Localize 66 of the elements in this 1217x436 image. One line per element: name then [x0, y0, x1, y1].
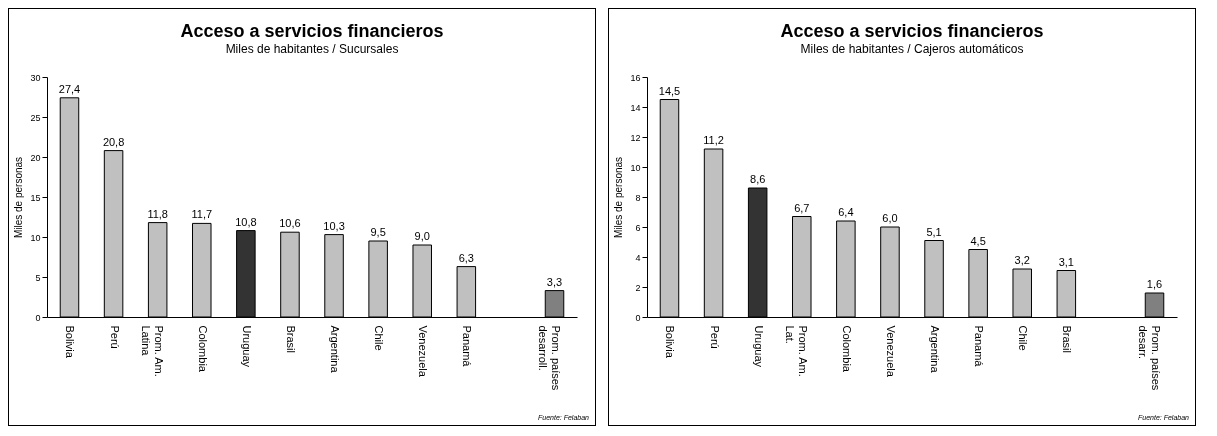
chart-subtitle: Miles de habitantes / Sucursales: [225, 42, 399, 56]
x-tick-label: Chile: [373, 325, 386, 351]
x-tick-label: Prom. países desarroll.: [536, 325, 562, 391]
data-label: 11,7: [191, 208, 213, 221]
data-label: 3,1: [1058, 255, 1074, 268]
data-label: 9,5: [370, 226, 386, 238]
y-tick-label: 25: [30, 112, 41, 123]
x-tick-label: Perú: [108, 325, 121, 349]
y-tick-label: 6: [635, 222, 641, 233]
data-label: 6,4: [838, 206, 854, 218]
x-tick-label: Uruguay: [752, 325, 765, 368]
x-tick-label: Perú: [708, 325, 721, 349]
chart-title: Acceso a servicios financieros: [780, 21, 1044, 41]
data-label: 6,0: [882, 212, 898, 224]
y-tick-label: 16: [630, 72, 641, 83]
x-tick-label: Prom. países desarr.: [1136, 325, 1162, 391]
data-label: 10,3: [323, 219, 345, 232]
chart-subtitle: Miles de habitantes / Cajeros automáticos: [800, 42, 1024, 56]
y-tick-label: 30: [30, 72, 41, 83]
data-label: 3,3: [546, 275, 563, 288]
data-label: 11,2: [703, 134, 724, 146]
x-tick-label: Bolivia: [64, 325, 77, 359]
data-label: 6,7: [794, 201, 810, 214]
y-tick-label: 8: [635, 192, 641, 203]
y-tick-label: 2: [635, 282, 641, 293]
x-tick-label: Venezuela: [884, 325, 897, 378]
x-tick-label: Bolivia: [664, 325, 677, 359]
y-tick-label: 10: [30, 232, 41, 243]
y-tick-label: 20: [30, 152, 41, 163]
x-tick-label: Argentina: [929, 325, 942, 374]
y-axis-title: Miles de personas: [13, 156, 25, 239]
data-label: 6,3: [458, 251, 474, 264]
x-tick-label: Brasil: [284, 325, 297, 354]
x-tick-label: Uruguay: [240, 325, 253, 368]
data-label: 8,6: [750, 173, 766, 185]
data-label: 20,8: [102, 135, 125, 148]
y-tick-label: 4: [635, 252, 641, 263]
data-label: 3,2: [1014, 254, 1030, 266]
y-tick-label: 5: [35, 272, 41, 283]
x-tick-label: Colombia: [840, 325, 853, 373]
data-label: 14,5: [658, 84, 681, 97]
x-tick-label: Prom. Am. Latina: [139, 325, 165, 377]
y-tick-label: 0: [635, 312, 641, 323]
y-axis-title: Miles de personas: [613, 156, 625, 239]
data-label: 5,1: [926, 225, 942, 238]
y-tick-label: 12: [630, 132, 641, 143]
chart-title: Acceso a servicios financieros: [180, 21, 444, 41]
x-tick-label: Colombia: [196, 325, 209, 373]
y-tick-label: 14: [630, 102, 641, 113]
y-tick-label: 15: [30, 192, 41, 203]
x-tick-label: Prom. Am. Lat.: [783, 325, 809, 377]
data-label: 11,8: [147, 207, 168, 220]
data-label: 9,0: [414, 230, 430, 242]
data-label: 1,6: [1146, 278, 1163, 290]
x-tick-label: Argentina: [329, 325, 342, 374]
data-label: 27,4: [58, 82, 81, 95]
x-tick-label: Brasil: [1061, 325, 1074, 354]
x-tick-label: Panamá: [973, 325, 986, 368]
y-tick-label: 10: [630, 162, 641, 173]
x-tick-label: Panamá: [461, 325, 474, 368]
x-tick-label: Venezuela: [417, 325, 430, 378]
x-tick-label: Chile: [1017, 325, 1030, 351]
data-label: 10,8: [235, 215, 257, 228]
data-label: 4,5: [970, 234, 986, 247]
y-tick-label: 0: [35, 312, 41, 323]
data-label: 10,6: [279, 217, 301, 230]
